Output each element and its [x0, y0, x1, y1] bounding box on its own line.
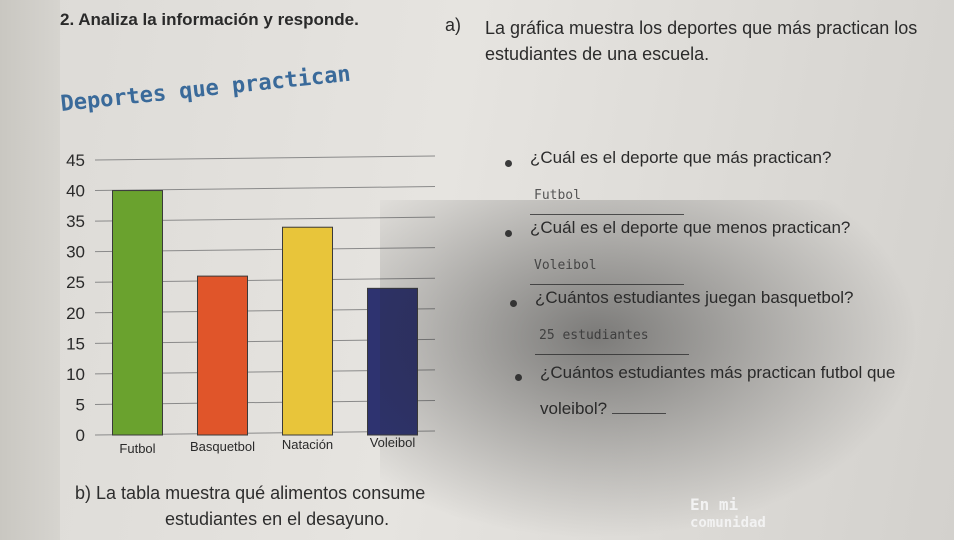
page-margin [0, 0, 60, 540]
badge-line-1: En mi [690, 495, 739, 514]
bar-voleibol [367, 287, 418, 436]
answer-field[interactable]: 25 estudiantes [535, 318, 689, 355]
gridline [94, 186, 436, 192]
bar-chart: 0 5 10 15 20 25 30 35 40 45 Futbol Basquetbol Natac… [66, 151, 436, 456]
y-tick-label: 5 [76, 395, 85, 414]
gridline [94, 155, 436, 161]
x-tick-label: Futbol [119, 441, 155, 456]
y-tick-label: 45 [66, 151, 85, 170]
bullet-icon [515, 374, 522, 381]
bar-futbol [112, 190, 163, 436]
bullet-icon [505, 230, 512, 237]
bullet-icon [510, 300, 517, 307]
bar-basquetbol [197, 275, 248, 436]
y-tick-label: 25 [66, 273, 85, 292]
part-b-text: La tabla muestra qué alimentos consume [96, 483, 426, 503]
y-tick-label: 0 [76, 426, 85, 445]
section-badge: En mi comunidad [690, 496, 766, 532]
part-b: b) La tabla muestra qué alimentos consum… [75, 480, 425, 532]
part-a-label: a) [445, 15, 462, 35]
question-text: ¿Cuántos estudiantes juegan basquetbol? [535, 288, 854, 307]
x-tick-label: Natación [282, 437, 333, 452]
answer-field[interactable] [611, 413, 666, 414]
y-tick-label: 10 [66, 365, 85, 384]
question-text: ¿Cuántos estudiantes más practican futbo… [540, 363, 896, 418]
question-3: ¿Cuántos estudiantes juegan basquetbol? … [535, 280, 895, 355]
question-4: ¿Cuántos estudiantes más practican futbo… [540, 355, 900, 427]
y-tick-label: 20 [66, 304, 85, 323]
x-axis-ticks: Futbol Basquetbol Natación Voleibol [119, 435, 415, 456]
chart-title: Deportes que practican [59, 61, 352, 117]
part-b-text-2: estudiantes en el desayuno. [165, 509, 390, 529]
question-text: ¿Cuál es el deporte que menos practican? [530, 218, 851, 237]
y-tick-label: 30 [66, 243, 85, 262]
bar-natación [282, 226, 333, 436]
chart-bars [112, 190, 418, 436]
part-b-label: b) [75, 483, 92, 503]
x-tick-label: Voleibol [370, 435, 416, 450]
question-text: ¿Cuál es el deporte que más practican? [530, 148, 832, 167]
instruction-heading: 2. Analiza la información y responde. [60, 10, 359, 29]
y-tick-label: 35 [66, 212, 85, 231]
question-2: ¿Cuál es el deporte que menos practican?… [530, 210, 890, 285]
x-tick-label: Basquetbol [190, 439, 255, 454]
question-1: ¿Cuál es el deporte que más practican? F… [530, 140, 890, 215]
y-axis-ticks: 0 5 10 15 20 25 30 35 40 45 [66, 151, 85, 445]
badge-line-2: comunidad [690, 515, 766, 531]
y-tick-label: 15 [66, 334, 85, 353]
part-a-intro: La gráfica muestra los deportes que más … [485, 18, 918, 64]
y-tick-label: 40 [66, 182, 85, 201]
bullet-icon [505, 160, 512, 167]
